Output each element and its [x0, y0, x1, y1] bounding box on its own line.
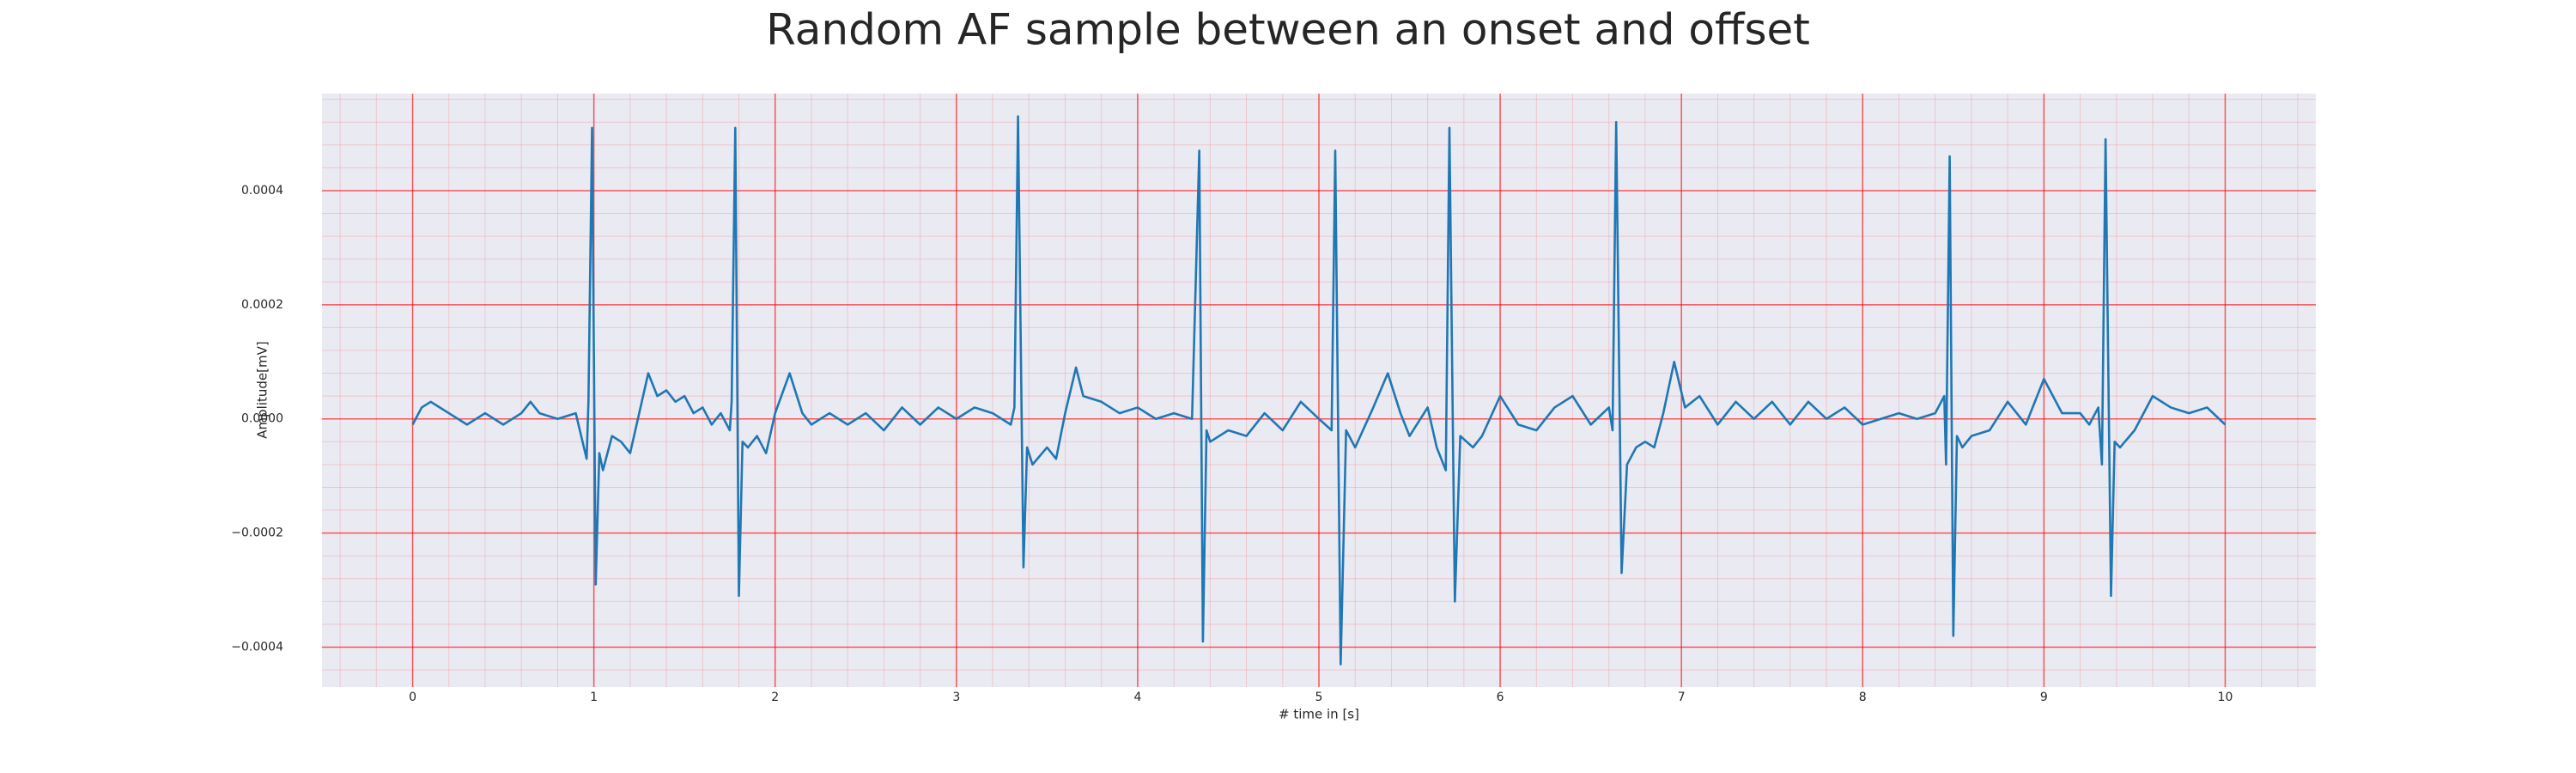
y-axis-label: Amplitude[mV] — [255, 341, 270, 438]
y-tick-label: 0.0004 — [241, 184, 283, 198]
x-tick-label: 9 — [2040, 691, 2048, 704]
y-tick-label: 0.0002 — [241, 298, 283, 312]
y-tick-label: 0.0000 — [241, 412, 283, 426]
y-tick-label: −0.0002 — [231, 526, 283, 540]
x-tick-label: 5 — [1315, 691, 1323, 704]
chart-title: Random AF sample between an onset and of… — [766, 5, 1810, 55]
x-tick-label: 10 — [2218, 691, 2233, 704]
x-tick-label: 6 — [1497, 691, 1504, 704]
x-tick-label: 8 — [1859, 691, 1867, 704]
x-tick-label: 1 — [590, 691, 598, 704]
x-tick-label: 0 — [409, 691, 416, 704]
x-tick-label: 2 — [771, 691, 779, 704]
x-tick-label: 3 — [952, 691, 960, 704]
line-series — [411, 115, 2227, 666]
x-tick-label: 7 — [1678, 691, 1686, 704]
x-axis-label: # time in [s] — [1279, 707, 1359, 722]
x-tick-label: 4 — [1133, 691, 1141, 704]
y-tick-label: −0.0004 — [231, 640, 283, 654]
